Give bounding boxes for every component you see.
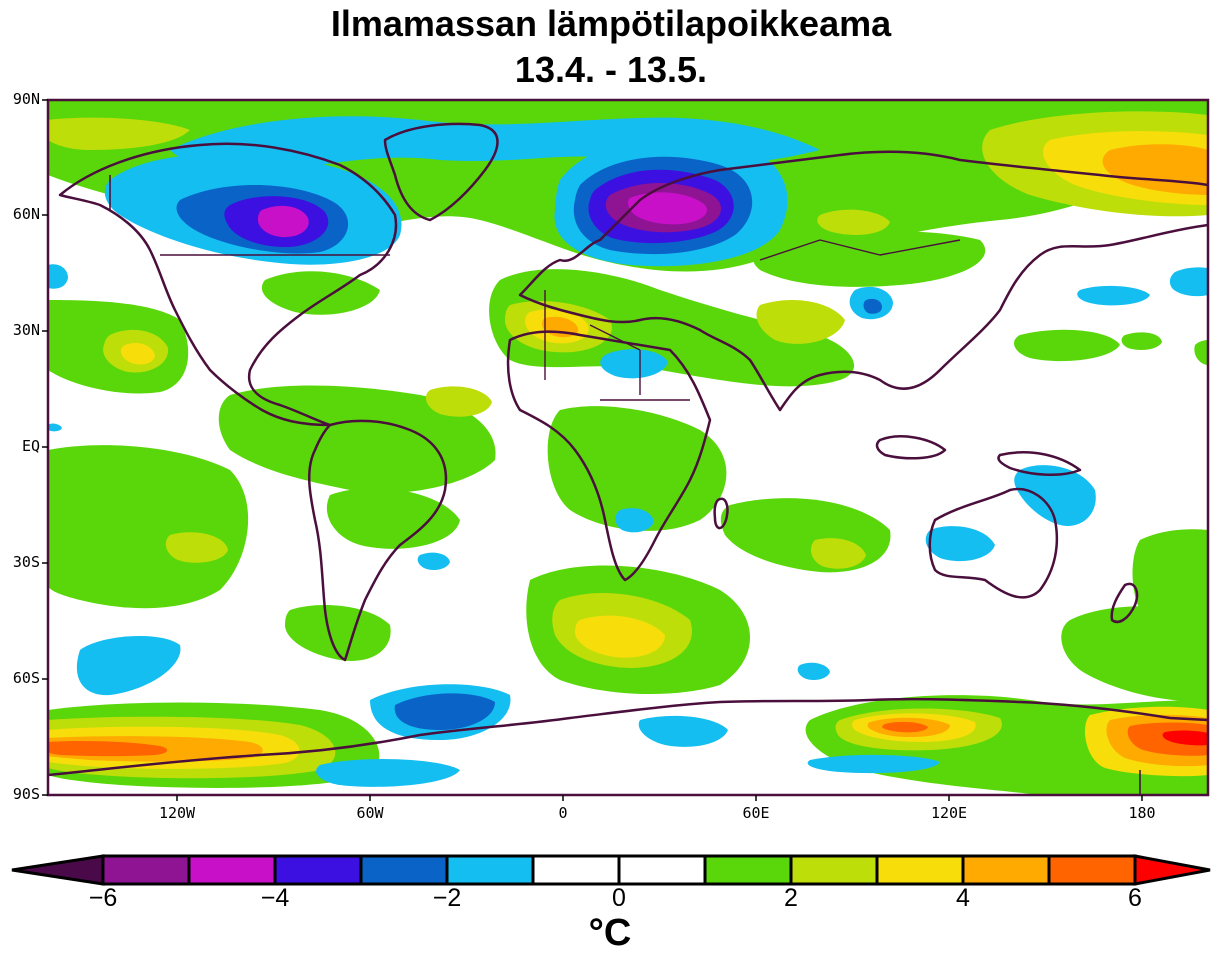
lon-label: 180 — [1128, 804, 1156, 822]
colorbar-bin — [101, 854, 191, 886]
colorbar-unit: °C — [588, 912, 632, 954]
lon-label: 120W — [158, 804, 196, 822]
colorbar-bin — [1047, 854, 1137, 886]
lat-label: 60N — [12, 205, 40, 223]
colorbar-lower-arrow — [11, 854, 105, 886]
colorbar-bin — [961, 854, 1051, 886]
colorbar-tick-label: −4 — [260, 884, 290, 912]
lat-ticks — [42, 99, 48, 796]
colorbar-tick-label: −6 — [88, 884, 118, 912]
colorbar-bin — [531, 854, 621, 886]
colorbar-tick-label: 0 — [612, 884, 626, 912]
lon-ticks — [176, 795, 1143, 801]
colorbar-upper-arrow — [1133, 854, 1211, 886]
lat-label: 90N — [12, 90, 40, 108]
colorbar-bin — [875, 854, 965, 886]
map-title: Ilmamassan lämpötilapoikkeama — [330, 3, 892, 44]
colorbar-bin — [789, 854, 879, 886]
lon-label: 120E — [930, 804, 968, 822]
colorbar-tick-label: 4 — [956, 884, 970, 912]
coastlines — [48, 122, 1208, 795]
colorbar-bin — [273, 854, 363, 886]
lon-label: 0 — [558, 804, 568, 822]
lon-label: 60W — [356, 804, 384, 822]
lat-label: 60S — [12, 669, 40, 687]
lat-label: 90S — [12, 785, 40, 803]
colorbar-tick-label: 6 — [1128, 884, 1142, 912]
colorbar-bin — [703, 854, 793, 886]
colorbar-tick-label: −2 — [432, 884, 462, 912]
map-subtitle: 13.4. - 13.5. — [514, 49, 708, 90]
anomaly-contours — [48, 100, 1208, 795]
colorbar-bin — [359, 854, 449, 886]
colorbar-tick-label: 2 — [784, 884, 798, 912]
lon-label: 60E — [742, 804, 770, 822]
colorbar — [11, 854, 1211, 886]
colorbar-bin — [445, 854, 535, 886]
lat-label: 30N — [12, 321, 40, 339]
lat-label: 30S — [12, 553, 40, 571]
colorbar-bin — [187, 854, 277, 886]
colorbar-bin — [617, 854, 707, 886]
lat-label: EQ — [21, 437, 40, 455]
